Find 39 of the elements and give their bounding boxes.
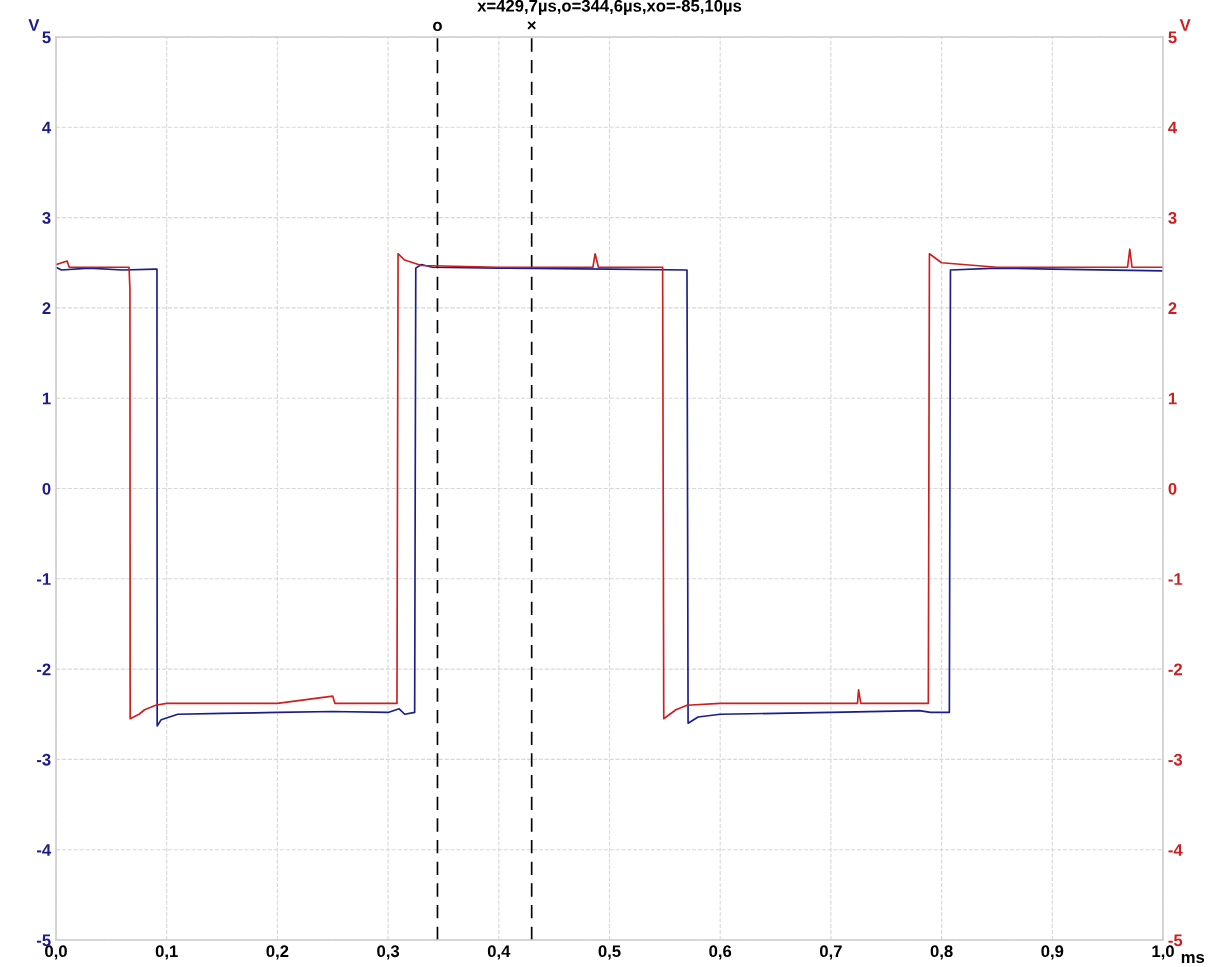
y-tick-label: 4 <box>42 121 52 134</box>
y2-tick-label: -5 <box>1168 934 1183 947</box>
x-tick-label: 0,8 <box>930 945 953 960</box>
y-tick-label: 2 <box>42 302 51 314</box>
y2-tick-label: 0 <box>1168 482 1177 495</box>
y-tick-label: 3 <box>42 212 51 224</box>
y2-tick-label: 1 <box>1168 392 1177 405</box>
y-tick-label: 1 <box>42 392 51 405</box>
y2-tick-label: -1 <box>1168 573 1183 585</box>
y-axis-title: V <box>28 19 40 31</box>
y-tick-label: 0 <box>42 482 51 495</box>
y2-tick-label: 4 <box>1168 121 1178 134</box>
y2-tick-label: 2 <box>1168 302 1177 314</box>
ref-line-label: × <box>527 21 536 30</box>
x-tick-label: 1,0 <box>1152 945 1174 960</box>
x-tick-label: 0,1 <box>155 945 178 960</box>
x-tick-label: 0,3 <box>377 945 400 960</box>
y2-tick-label: 5 <box>1168 31 1177 44</box>
x-tick-label: 0,2 <box>266 945 289 960</box>
x-tick-label: 0,0 <box>45 945 67 960</box>
x-tick-label: 0,4 <box>487 945 511 960</box>
chart-title: x=429,7µs,o=344,6µs,xo=-85,10µs <box>477 0 742 15</box>
y-tick-label: -4 <box>36 844 52 856</box>
y2-tick-label: 3 <box>1168 212 1177 224</box>
y-tick-label: 5 <box>42 31 51 44</box>
x-axis-title: ms <box>1181 953 1205 964</box>
x-tick-label: 0,6 <box>709 945 732 960</box>
y-tick-label: -3 <box>36 753 51 766</box>
ref-line-label: o <box>433 21 442 31</box>
x-tick-label: 0,9 <box>1041 945 1064 960</box>
y-tick-label: -2 <box>36 663 51 676</box>
y2-tick-label: -3 <box>1168 753 1183 766</box>
y2-tick-label: -4 <box>1168 844 1183 856</box>
x-tick-label: 0,7 <box>819 945 842 960</box>
y2-tick-label: -2 <box>1168 663 1183 676</box>
y-tick-label: -1 <box>36 573 51 585</box>
y-tick-label: -5 <box>36 934 51 947</box>
x-tick-label: 0,5 <box>598 945 621 960</box>
y2-axis-title: V <box>1179 19 1191 31</box>
